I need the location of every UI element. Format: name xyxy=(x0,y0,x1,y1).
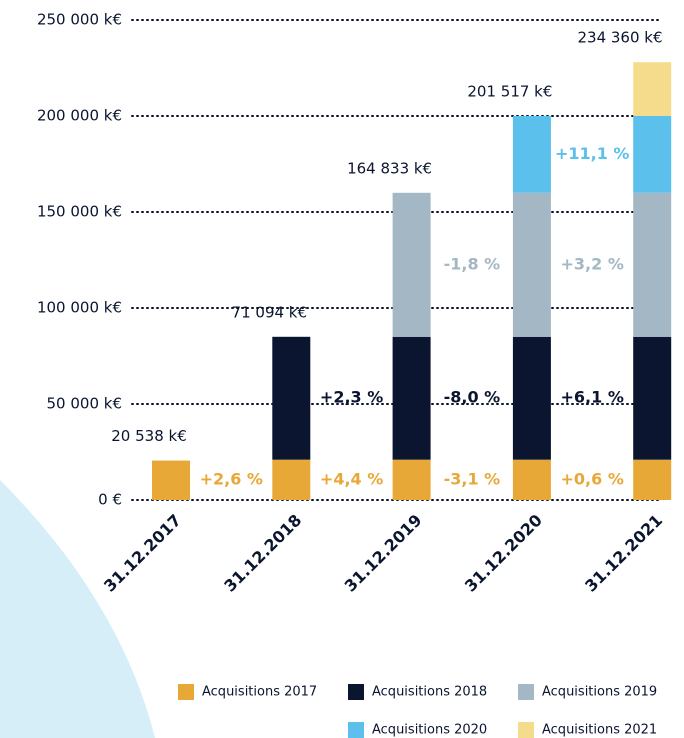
change-label: +2,6 % xyxy=(200,469,263,488)
background-shape xyxy=(0,480,155,738)
x-tick-label: 31.12.2020 xyxy=(461,511,546,596)
change-label: +6,1 % xyxy=(561,388,624,407)
change-label: +3,2 % xyxy=(561,254,624,273)
y-tick-label: 250 000 k€ xyxy=(37,11,122,29)
bar-segment xyxy=(633,459,672,500)
change-label: +11,1 % xyxy=(555,144,629,163)
bar-segment xyxy=(272,459,311,500)
legend-label: Acquisitions 2019 xyxy=(542,685,657,700)
x-tick-label: 31.12.2021 xyxy=(581,511,666,596)
x-tick-label: 31.12.2019 xyxy=(341,511,426,596)
bar-segment xyxy=(512,336,551,460)
total-label: 20 538 k€ xyxy=(111,427,186,445)
change-label: -8,0 % xyxy=(444,388,501,407)
bar-segment xyxy=(392,336,431,460)
change-label: +2,3 % xyxy=(320,388,383,407)
bar-segment xyxy=(272,336,311,460)
bar-segment xyxy=(633,192,672,337)
legend-swatch xyxy=(178,684,194,700)
legend-swatch xyxy=(518,684,534,700)
x-tick-label: 31.12.2017 xyxy=(100,511,185,596)
total-label: 164 833 k€ xyxy=(347,159,432,177)
y-tick-label: 0 € xyxy=(98,491,122,509)
bar-segment xyxy=(512,192,551,337)
bar-segment xyxy=(512,116,551,193)
change-label: -1,8 % xyxy=(444,254,501,273)
total-label: 201 517 k€ xyxy=(467,83,552,101)
change-label: -3,1 % xyxy=(444,469,501,488)
legend-swatch xyxy=(518,722,534,738)
legend-label: Acquisitions 2017 xyxy=(202,685,317,700)
legend-label: Acquisitions 2021 xyxy=(542,723,657,738)
total-label: 234 360 k€ xyxy=(577,29,662,47)
y-tick-label: 50 000 k€ xyxy=(47,395,122,413)
y-tick-label: 100 000 k€ xyxy=(37,299,122,317)
legend-label: Acquisitions 2020 xyxy=(372,723,487,738)
legend-label: Acquisitions 2018 xyxy=(372,685,487,700)
y-tick-label: 150 000 k€ xyxy=(37,203,122,221)
x-tick-label: 31.12.2018 xyxy=(220,511,305,596)
change-label: +0,6 % xyxy=(561,469,624,488)
bar-segment xyxy=(512,459,551,500)
bar-segment xyxy=(152,460,190,500)
bar-segment xyxy=(633,116,672,193)
bar-segment xyxy=(633,62,672,116)
y-tick-label: 200 000 k€ xyxy=(37,107,122,125)
bar-segment xyxy=(633,336,672,460)
legend-swatch xyxy=(348,722,364,738)
change-label: +4,4 % xyxy=(320,469,383,488)
legend-swatch xyxy=(348,684,364,700)
bar-segment xyxy=(392,192,431,337)
bar-segment xyxy=(392,459,431,500)
total-label: 71 094 k€ xyxy=(232,303,307,321)
